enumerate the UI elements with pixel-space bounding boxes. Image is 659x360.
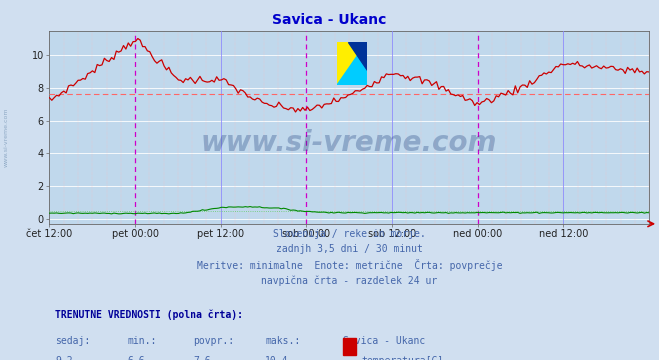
Text: sedaj:: sedaj: bbox=[55, 337, 91, 346]
Text: temperatura[C]: temperatura[C] bbox=[361, 356, 444, 360]
Text: 7,6: 7,6 bbox=[193, 356, 211, 360]
Text: Savica - Ukanc: Savica - Ukanc bbox=[343, 337, 426, 346]
Polygon shape bbox=[337, 42, 367, 85]
Polygon shape bbox=[347, 42, 367, 70]
Text: TRENUTNE VREDNOSTI (polna črta):: TRENUTNE VREDNOSTI (polna črta): bbox=[55, 309, 243, 320]
Text: maks.:: maks.: bbox=[266, 337, 301, 346]
Bar bbox=[343, 338, 357, 355]
Text: povpr.:: povpr.: bbox=[193, 337, 235, 346]
Text: 10,4: 10,4 bbox=[266, 356, 289, 360]
Polygon shape bbox=[337, 42, 367, 85]
Text: Savica - Ukanc: Savica - Ukanc bbox=[272, 13, 387, 27]
Text: min.:: min.: bbox=[127, 337, 157, 346]
Text: www.si-vreme.com: www.si-vreme.com bbox=[201, 129, 498, 157]
Text: 6,6: 6,6 bbox=[127, 356, 145, 360]
Text: www.si-vreme.com: www.si-vreme.com bbox=[3, 107, 9, 167]
Text: Slovenija / reke in morje.
zadnjh 3,5 dni / 30 minut
Meritve: minimalne  Enote: : Slovenija / reke in morje. zadnjh 3,5 dn… bbox=[196, 229, 502, 286]
Text: 9,2: 9,2 bbox=[55, 356, 73, 360]
